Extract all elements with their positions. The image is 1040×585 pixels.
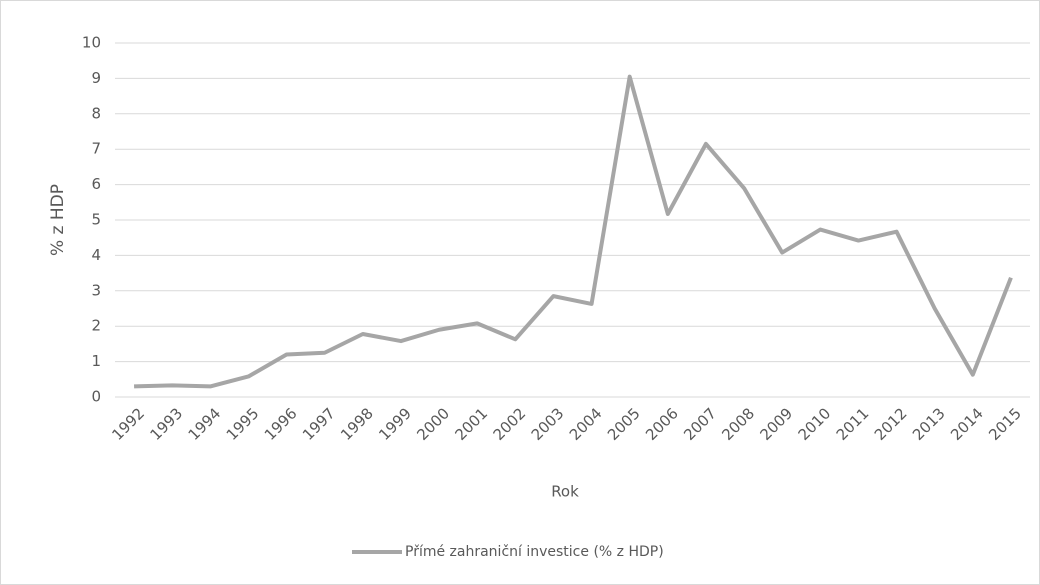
legend-label: Přímé zahraniční investice (% z HDP) [405, 544, 664, 560]
y-tick-label: 9 [91, 69, 101, 87]
y-tick-label: 10 [82, 34, 101, 52]
y-axis-label: % z HDP [48, 184, 68, 256]
y-tick-label: 5 [91, 211, 101, 229]
data-line [134, 74, 1013, 389]
y-tick-label: 8 [91, 104, 101, 122]
y-tick-label: 6 [91, 175, 101, 193]
y-tick-label: 2 [91, 317, 101, 335]
y-tick-label: 1 [91, 352, 101, 370]
y-tick-label: 0 [91, 388, 101, 406]
y-tick-label: 3 [91, 281, 101, 299]
y-tick-label: 7 [91, 140, 101, 158]
y-tick-label: 4 [91, 246, 101, 264]
x-axis-label: Rok [551, 483, 579, 501]
